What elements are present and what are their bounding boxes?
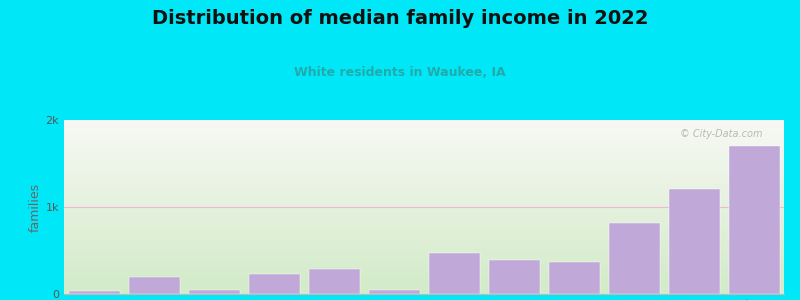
Bar <box>669 189 719 294</box>
Bar <box>309 269 359 294</box>
Bar <box>369 290 419 294</box>
Bar <box>189 290 239 294</box>
Bar <box>729 146 779 294</box>
Text: Distribution of median family income in 2022: Distribution of median family income in … <box>152 9 648 28</box>
Bar <box>249 274 299 294</box>
Bar <box>429 253 479 294</box>
Bar <box>489 260 539 294</box>
Text: © City-Data.com: © City-Data.com <box>680 129 762 139</box>
Bar <box>129 277 179 294</box>
Text: White residents in Waukee, IA: White residents in Waukee, IA <box>294 66 506 79</box>
Bar <box>609 223 659 294</box>
Y-axis label: families: families <box>28 182 42 232</box>
Bar <box>549 262 599 294</box>
Bar <box>69 290 119 294</box>
